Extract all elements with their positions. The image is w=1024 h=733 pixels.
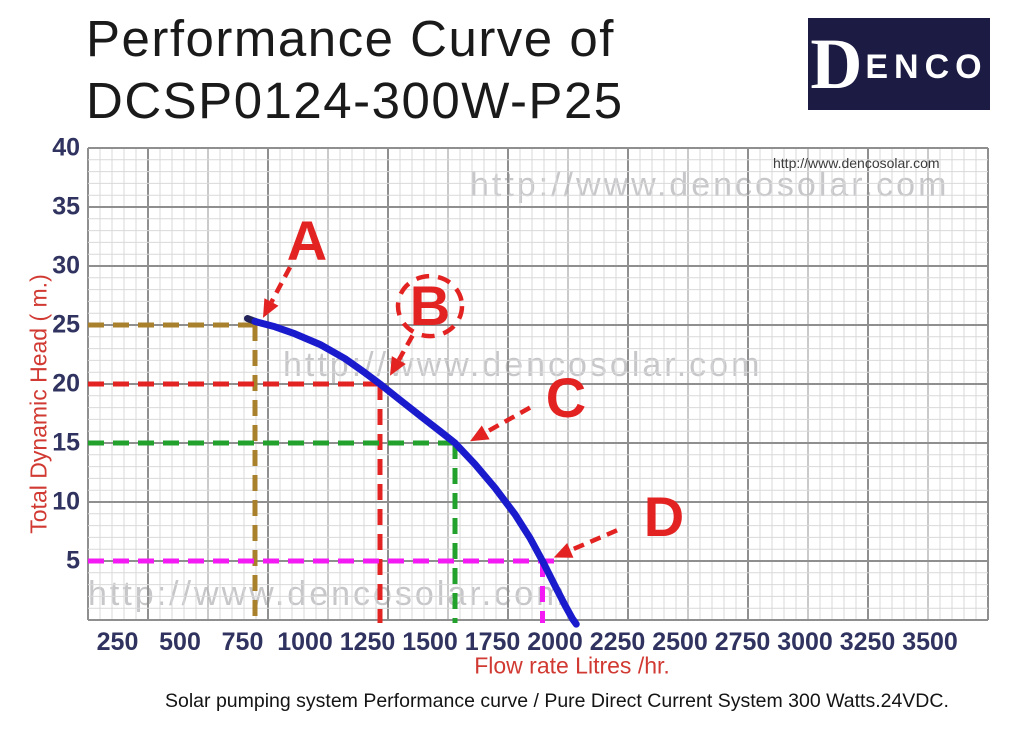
x-tick-3000: 3000 (777, 628, 833, 656)
x-tick-2750: 2750 (714, 628, 771, 656)
performance-curve (251, 317, 580, 628)
x-tick-2250: 2250 (589, 628, 646, 656)
y-axis-title: Total Dynamic Head ( m.) (25, 274, 52, 534)
circle-around-B (395, 273, 465, 339)
arrow-head-C (470, 425, 490, 442)
y-tick-30: 30 (52, 251, 80, 280)
denco-logo-letter-d: D (810, 24, 863, 104)
annotation-letter-B: B (409, 274, 451, 338)
grid (87, 147, 989, 621)
y-tick-25: 25 (52, 310, 80, 339)
arrow-shaft-A (269, 266, 292, 304)
watermark-url-bottom: http://www.dencosolar.com (88, 575, 568, 613)
y-tick-15: 15 (52, 428, 80, 457)
chart-title: Performance Curve of DCSP0124-300W-P25 (86, 8, 624, 132)
annotation-letter-D: D (643, 485, 685, 549)
y-tick-40: 40 (52, 133, 80, 162)
annotation-arrows (263, 266, 618, 558)
x-tick-250: 250 (96, 628, 139, 656)
y-tick-5: 5 (66, 546, 80, 575)
denco-logo-text: ENCO (865, 47, 988, 86)
x-tick-1500: 1500 (402, 628, 458, 656)
x-tick-2000: 2000 (527, 628, 583, 656)
arrow-shaft-D (569, 528, 618, 553)
denco-logo: D ENCO (808, 18, 990, 110)
watermark-url-middle: http://www.dencosolar.com (283, 346, 763, 384)
x-tick-750: 750 (221, 628, 264, 656)
x-tick-2500: 2500 (652, 628, 708, 656)
chart-title-line2: DCSP0124-300W-P25 (86, 72, 624, 129)
x-tick-3250: 3250 (839, 628, 896, 656)
annotation-letter-A: A (286, 209, 328, 273)
arrow-head-A (263, 298, 279, 318)
x-tick-1000: 1000 (277, 628, 333, 656)
caption: Solar pumping system Performance curve /… (165, 690, 949, 712)
annotation-letter-C: C (545, 366, 587, 430)
x-tick-1750: 1750 (464, 628, 521, 656)
x-tick-3500: 3500 (902, 628, 958, 656)
arrow-head-D (553, 543, 574, 558)
website-url: http://www.dencosolar.com (773, 155, 940, 171)
annotation-guide-lines (88, 322, 556, 623)
x-axis-title: Flow rate Litres /hr. (474, 652, 670, 679)
arrow-head-B (390, 356, 406, 376)
chart-title-line1: Performance Curve of (86, 10, 615, 67)
y-tick-10: 10 (52, 487, 80, 516)
x-tick-500: 500 (159, 628, 201, 656)
arrow-shaft-C (484, 405, 532, 435)
y-tick-35: 35 (52, 192, 80, 221)
arrow-shaft-B (396, 334, 415, 362)
y-tick-20: 20 (52, 369, 80, 398)
x-tick-1250: 1250 (339, 628, 396, 656)
